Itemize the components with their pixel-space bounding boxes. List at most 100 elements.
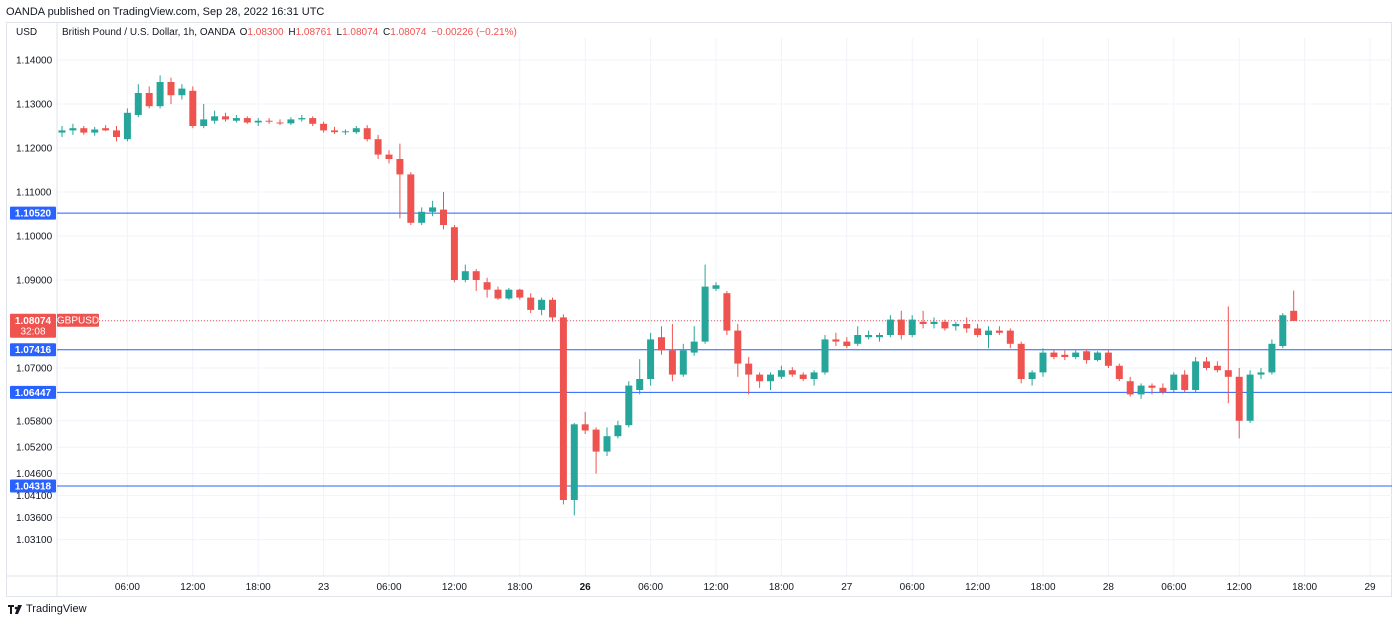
- candle-body[interactable]: [930, 321, 938, 324]
- candle-body[interactable]: [592, 429, 600, 452]
- candle-body[interactable]: [222, 116, 229, 120]
- candle-body[interactable]: [1028, 372, 1036, 379]
- candle-body[interactable]: [113, 130, 120, 137]
- candle-body[interactable]: [276, 122, 284, 124]
- candle-body[interactable]: [505, 289, 513, 299]
- candle-body[interactable]: [559, 317, 567, 500]
- candle-body[interactable]: [1213, 365, 1221, 371]
- candle-body[interactable]: [440, 209, 447, 225]
- candle-body[interactable]: [756, 374, 764, 382]
- candle-body[interactable]: [1083, 351, 1091, 361]
- candle-body[interactable]: [396, 159, 404, 175]
- candle-body[interactable]: [821, 339, 829, 373]
- candle-body[interactable]: [494, 289, 502, 299]
- candle-body[interactable]: [647, 339, 655, 379]
- candle-body[interactable]: [1170, 374, 1178, 390]
- candle-body[interactable]: [701, 286, 709, 342]
- candle-body[interactable]: [80, 128, 88, 133]
- candle-body[interactable]: [298, 118, 306, 120]
- candle-body[interactable]: [407, 174, 415, 223]
- candle-body[interactable]: [472, 271, 480, 280]
- candle-body[interactable]: [145, 93, 153, 107]
- candle-body[interactable]: [58, 130, 66, 133]
- candle-body[interactable]: [679, 350, 687, 375]
- candle-body[interactable]: [538, 299, 546, 310]
- candle-body[interactable]: [1246, 374, 1254, 421]
- candle-body[interactable]: [832, 339, 840, 342]
- candle-body[interactable]: [876, 335, 883, 338]
- candle-body[interactable]: [211, 116, 219, 121]
- candle-body[interactable]: [919, 321, 927, 324]
- candle-body[interactable]: [1235, 376, 1243, 421]
- candle-body[interactable]: [777, 370, 785, 377]
- candle-body[interactable]: [1148, 385, 1156, 388]
- candle-body[interactable]: [1268, 343, 1276, 373]
- footer-brand[interactable]: TradingView: [26, 603, 87, 615]
- candle-body[interactable]: [429, 207, 437, 212]
- candle-body[interactable]: [1126, 381, 1134, 395]
- candle-body[interactable]: [788, 370, 796, 375]
- candle-body[interactable]: [1072, 352, 1080, 357]
- candle-body[interactable]: [985, 330, 992, 335]
- candle-body[interactable]: [309, 118, 317, 124]
- candle-body[interactable]: [1224, 370, 1232, 377]
- candle-body[interactable]: [385, 154, 393, 159]
- candle-body[interactable]: [658, 337, 665, 351]
- candle-body[interactable]: [450, 227, 458, 280]
- candle-body[interactable]: [636, 379, 644, 390]
- candle-body[interactable]: [570, 424, 578, 500]
- candle-body[interactable]: [178, 88, 186, 96]
- candle-body[interactable]: [134, 93, 142, 115]
- candle-body[interactable]: [1115, 365, 1123, 379]
- candle-body[interactable]: [516, 289, 524, 298]
- candle-body[interactable]: [232, 118, 240, 121]
- candle-body[interactable]: [1061, 354, 1069, 357]
- candle-body[interactable]: [745, 363, 753, 375]
- candle-body[interactable]: [156, 82, 164, 107]
- candle-body[interactable]: [189, 90, 197, 126]
- candle-body[interactable]: [363, 128, 371, 140]
- candle-body[interactable]: [614, 425, 622, 437]
- candle-body[interactable]: [254, 120, 262, 123]
- candle-body[interactable]: [908, 319, 916, 335]
- candle-body[interactable]: [843, 341, 851, 346]
- candle-body[interactable]: [1104, 352, 1112, 366]
- candle-body[interactable]: [200, 119, 208, 126]
- candle-body[interactable]: [767, 374, 774, 382]
- candle-body[interactable]: [461, 271, 469, 280]
- candle-body[interactable]: [865, 335, 873, 338]
- candle-body[interactable]: [952, 324, 960, 327]
- candle-body[interactable]: [1094, 352, 1101, 361]
- candle-body[interactable]: [854, 335, 862, 344]
- candle-body[interactable]: [91, 129, 99, 133]
- candle-body[interactable]: [265, 120, 273, 122]
- candle-body[interactable]: [603, 436, 611, 452]
- candle-body[interactable]: [374, 139, 382, 155]
- candle-body[interactable]: [418, 211, 426, 223]
- candle-body[interactable]: [331, 130, 338, 133]
- candle-body[interactable]: [167, 82, 175, 96]
- candle-body[interactable]: [352, 128, 360, 133]
- candle-body[interactable]: [1039, 352, 1047, 373]
- candle-body[interactable]: [483, 282, 491, 290]
- candle-body[interactable]: [1192, 361, 1200, 390]
- candle-body[interactable]: [287, 119, 295, 124]
- candle-body[interactable]: [1203, 361, 1210, 368]
- candle-body[interactable]: [734, 330, 742, 364]
- candle-body[interactable]: [243, 118, 251, 123]
- candle-body[interactable]: [810, 372, 818, 379]
- candle-body[interactable]: [341, 131, 349, 133]
- candle-body[interactable]: [941, 321, 949, 329]
- candle-body[interactable]: [963, 324, 971, 329]
- candle-body[interactable]: [1137, 385, 1145, 395]
- candle-body[interactable]: [668, 350, 676, 375]
- candle-body[interactable]: [995, 330, 1003, 333]
- candle-body[interactable]: [69, 128, 77, 131]
- candle-body[interactable]: [102, 128, 110, 131]
- candle-body[interactable]: [974, 328, 982, 335]
- candle-body[interactable]: [1279, 315, 1287, 346]
- candle-body[interactable]: [712, 285, 720, 289]
- candle-body[interactable]: [799, 374, 807, 379]
- candle-body[interactable]: [625, 385, 633, 426]
